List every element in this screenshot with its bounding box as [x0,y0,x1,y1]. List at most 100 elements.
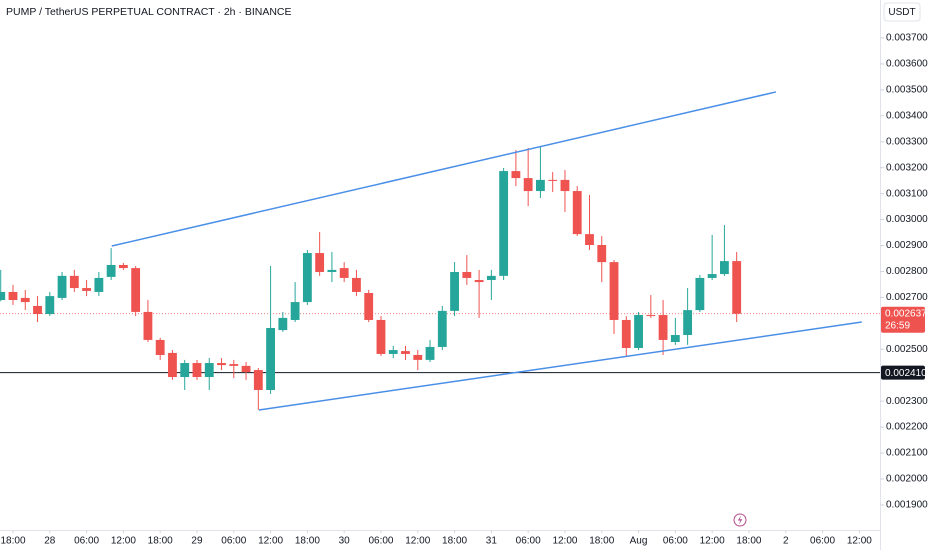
candle-body [707,274,717,278]
candle-body [646,315,656,317]
x-tick-label: 12:00 [552,536,577,547]
last-price-badge [881,306,925,333]
candle-body [511,171,521,179]
candle-body [82,288,92,291]
x-tick-label: 18:00 [589,536,614,547]
lightning-icon[interactable] [733,513,747,527]
y-tick-label: 0.002000 [886,474,928,485]
x-tick-label: 2 [783,536,789,547]
y-tick-label: 0.003200 [886,162,928,173]
candle-body [609,262,619,320]
candle-body [670,335,680,343]
horizontal-line-badge [881,365,925,380]
candle-body [33,305,42,315]
x-tick-label: 18:00 [736,536,761,547]
candle-body [315,253,325,272]
trendline [111,91,777,247]
candle-body [69,275,79,289]
y-tick-label: 0.002200 [886,422,928,433]
y-tick-label: 0.003700 [886,33,928,44]
candle-body [180,363,190,378]
candle-body [474,280,484,283]
candle-body [683,310,693,336]
candle-body [425,346,435,360]
candle-body [278,317,288,331]
candle-body [290,302,300,320]
candle-body [143,311,153,340]
y-tick-label: 0.003400 [886,110,928,121]
candle-body [192,363,202,378]
candle-body [168,352,177,378]
candle-body [57,275,67,298]
candle-body [118,264,128,269]
candle-body [486,275,496,281]
y-tick-label: 0.002300 [886,396,928,407]
candle-body [327,269,337,272]
y-tick-label: 0.003100 [886,188,928,199]
candle-body [536,179,545,192]
candle-body [339,268,349,278]
candle-body [695,277,705,311]
candle-body [376,319,386,354]
candle-body [658,315,668,340]
candle-body [106,264,116,277]
y-tick-label: 0.001900 [886,500,928,511]
x-tick-label: 18:00 [442,536,467,547]
x-tick-label: Aug [630,536,648,547]
candle-body [388,350,398,354]
x-tick-label: 29 [191,536,203,547]
x-tick-label: 12:00 [111,536,136,547]
x-tick-label: 12:00 [847,536,872,547]
x-tick-label: 28 [44,536,56,547]
candle-body [585,234,594,246]
x-tick-label: 30 [339,536,351,547]
candle-body [241,365,251,373]
candle-body [253,370,263,391]
x-tick-label: 18:00 [148,536,173,547]
candle-body [229,364,239,366]
y-tick-label: 0.003600 [886,59,928,70]
y-tick-label: 0.003000 [886,214,928,225]
horizontal-line-label: 0.002410 [885,368,927,379]
currency-label[interactable]: USDT [888,7,915,18]
candle-body [634,315,643,348]
candle-body [523,178,533,192]
y-tick-label: 0.002800 [886,266,928,277]
y-tick-label: 0.003500 [886,85,928,96]
candle-body [560,179,570,192]
candle-body [462,271,472,278]
currency-button[interactable] [883,2,921,22]
candle-body [155,339,165,355]
candle-body [401,351,410,354]
x-tick-label: 06:00 [74,536,99,547]
x-tick-label: 06:00 [368,536,393,547]
icon-bolt [737,515,743,525]
x-tick-label: 12:00 [700,536,725,547]
candle-body [0,291,6,300]
candle-body [217,363,226,366]
candle-body [45,296,55,315]
x-tick-label: 06:00 [221,536,246,547]
y-tick-label: 0.002100 [886,448,928,459]
y-tick-label: 0.003300 [886,136,928,147]
candle-body [572,191,582,235]
last-price-label: 0.002637 [885,308,927,319]
x-tick-label: 06:00 [516,536,541,547]
candle-body [450,271,459,311]
x-tick-label: 18:00 [295,536,320,547]
x-tick-label: 31 [486,536,498,547]
candle-body [732,261,742,314]
candle-body [94,277,104,292]
plot-area [0,91,880,411]
candle-body [719,261,729,275]
x-tick-label: 12:00 [258,536,283,547]
candle-body [597,245,607,263]
trendline [258,321,862,411]
candle-body [266,328,275,391]
candle-body [437,310,447,347]
candle-body [413,354,423,360]
chart-title: PUMP / TetherUS PERPETUAL CONTRACT · 2h … [6,6,292,18]
x-tick-label: 06:00 [810,536,835,547]
candle-body [364,292,374,320]
candle-body [20,297,30,303]
